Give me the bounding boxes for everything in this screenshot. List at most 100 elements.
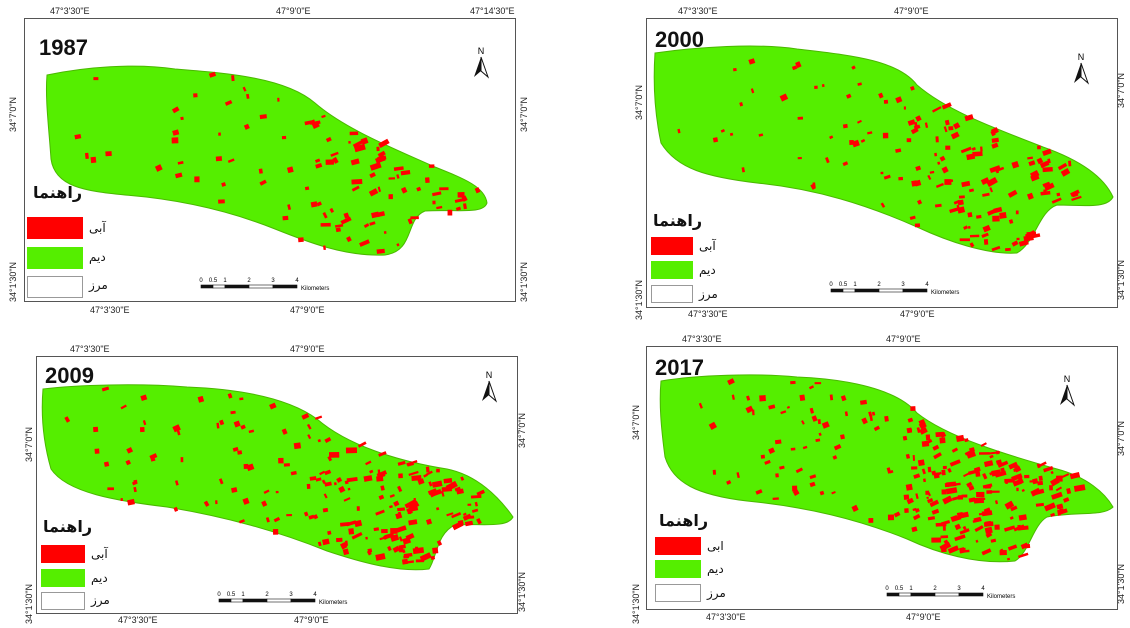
irrigated-patch	[404, 499, 416, 509]
irrigated-patch	[817, 419, 821, 425]
irrigated-patch	[1038, 475, 1043, 482]
irrigated-patch	[231, 75, 235, 82]
irrigated-patch	[1044, 502, 1056, 512]
irrigated-patch	[203, 500, 210, 507]
irrigated-patch	[309, 119, 316, 125]
irrigated-patch	[811, 415, 818, 422]
irrigated-patch	[979, 452, 990, 455]
irrigated-patch	[470, 494, 482, 499]
irrigated-patch	[940, 431, 947, 438]
irrigated-patch	[1017, 525, 1029, 531]
irrigated-patch	[893, 511, 901, 518]
year-label: 2009	[45, 363, 94, 388]
scale-segment	[272, 284, 298, 289]
irrigated-patch	[944, 119, 950, 126]
irrigated-patch	[774, 439, 782, 445]
irrigated-patch	[947, 545, 960, 554]
irrigated-patch	[995, 170, 1000, 174]
irrigated-patch	[906, 497, 914, 505]
irrigated-patch	[833, 444, 842, 451]
irrigated-patch	[322, 507, 329, 513]
irrigated-patch	[1066, 487, 1072, 495]
irrigated-patch	[1071, 195, 1082, 202]
irrigated-patch	[929, 499, 940, 508]
irrigated-patch	[915, 115, 922, 122]
irrigated-patch	[878, 92, 884, 99]
irrigated-patch	[376, 248, 385, 254]
legend-label-irrigated: آبی	[89, 221, 106, 235]
irrigated-patch	[1060, 167, 1071, 177]
irrigated-patch	[376, 475, 384, 482]
irrigated-patch	[932, 444, 940, 451]
north-label: N	[1064, 374, 1071, 384]
irrigated-patch	[133, 479, 138, 485]
scale-segment	[854, 288, 880, 293]
legend-label-boundary: مرز	[91, 593, 110, 607]
irrigated-patch	[359, 239, 370, 247]
legend-swatch-irrigated	[655, 537, 701, 555]
irrigated-patch	[298, 237, 304, 243]
irrigated-patch	[1018, 239, 1029, 247]
irrigated-patch	[990, 538, 997, 543]
irrigated-patch	[993, 206, 1003, 214]
irrigated-patch	[927, 466, 932, 473]
scale-tick-label: 2	[877, 282, 881, 288]
irrigated-patch	[133, 486, 137, 493]
irrigated-patch	[951, 515, 962, 522]
irrigated-patch	[961, 180, 971, 188]
irrigated-patch	[925, 434, 931, 441]
irrigated-patch	[973, 466, 981, 473]
irrigated-patch	[795, 61, 802, 69]
irrigated-patch	[911, 526, 918, 533]
irrigated-patch	[959, 238, 970, 242]
irrigated-patch	[1004, 500, 1015, 510]
irrigated-patch	[1057, 509, 1061, 516]
irrigated-patch	[278, 457, 284, 464]
irrigated-patch	[1042, 148, 1052, 156]
scale-tick-label: 2	[933, 586, 937, 592]
irrigated-patch	[343, 212, 350, 219]
irrigated-patch	[411, 475, 422, 482]
irrigated-patch	[779, 93, 789, 102]
irrigated-patch	[384, 532, 395, 540]
irrigated-patch	[1057, 162, 1068, 171]
irrigated-patch	[975, 539, 979, 543]
irrigated-patch	[389, 493, 395, 498]
irrigated-patch	[101, 386, 110, 392]
irrigated-patch	[413, 497, 417, 504]
irrigated-patch	[1043, 465, 1054, 473]
irrigated-patch	[780, 410, 787, 415]
irrigated-patch	[455, 206, 462, 211]
year-label: 1987	[39, 35, 88, 60]
irrigated-patch	[940, 535, 949, 539]
irrigated-patch	[322, 212, 328, 219]
irrigated-patch	[957, 206, 966, 214]
irrigated-patch	[408, 510, 413, 515]
irrigated-patch	[990, 130, 996, 137]
irrigated-patch	[868, 411, 873, 417]
irrigated-patch	[989, 187, 993, 193]
irrigated-patch	[883, 99, 889, 104]
irrigated-patch	[416, 186, 422, 192]
irrigated-patch	[240, 424, 246, 430]
legend-label-boundary: مرز	[699, 287, 718, 301]
irrigated-patch	[1035, 502, 1045, 507]
irrigated-patch	[1005, 247, 1011, 252]
irrigated-patch	[962, 525, 967, 531]
irrigated-patch	[127, 498, 135, 506]
irrigated-patch	[985, 531, 993, 539]
irrigated-patch	[396, 243, 400, 247]
scale-segment	[290, 598, 316, 603]
irrigated-patch	[927, 174, 932, 181]
irrigated-patch	[868, 517, 874, 523]
irrigated-patch	[381, 528, 388, 534]
bottom-coord-1: 47°3'30"E	[688, 309, 728, 319]
irrigated-patch	[461, 195, 468, 202]
irrigated-patch	[373, 527, 380, 532]
scale-segment	[212, 284, 226, 289]
irrigated-patch	[1000, 467, 1005, 473]
irrigated-patch	[941, 469, 946, 476]
irrigated-patch	[907, 428, 913, 432]
scale-tick-label: 0	[829, 282, 833, 288]
